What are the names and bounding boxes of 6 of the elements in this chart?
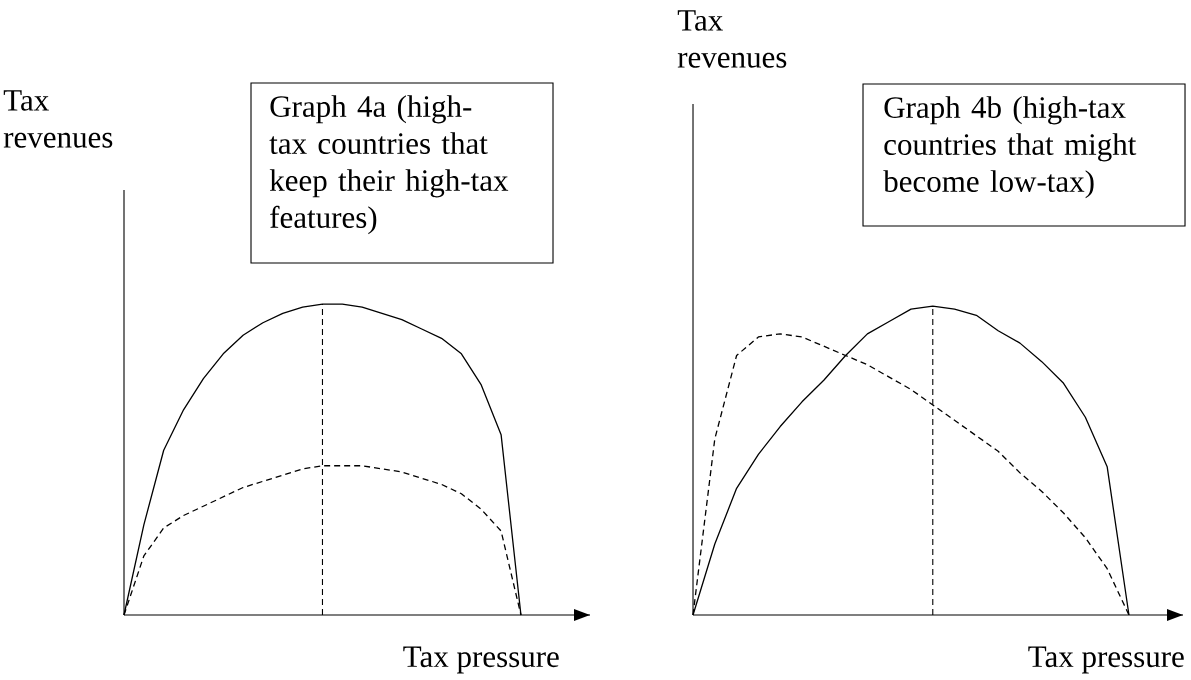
caption: Graph 4a (high-tax countries that keep their high-tax features) xyxy=(269,95,509,235)
x-axis-title: Tax pressure xyxy=(403,646,559,674)
caption: Graph 4b (high-tax countries that might become low-tax) xyxy=(883,96,1137,199)
x-axis-title: Tax pressure xyxy=(1028,646,1184,674)
y-axis-title: Tax revenues xyxy=(3,90,113,148)
y-axis-title: Tax revenues xyxy=(677,10,787,68)
